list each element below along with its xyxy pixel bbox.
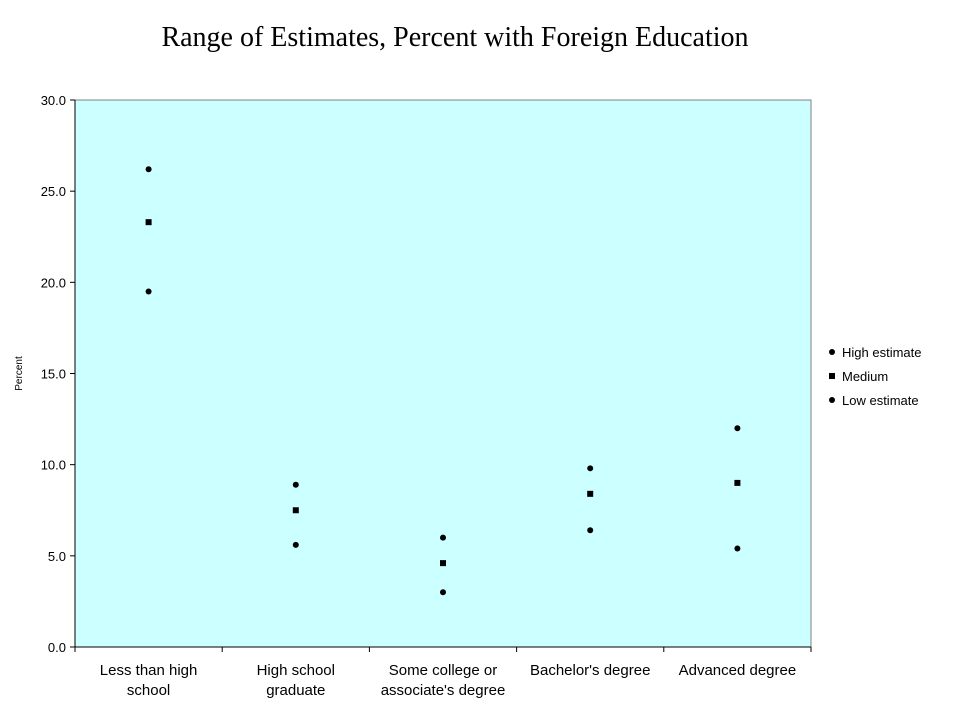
x-category-label: Bachelor's degree: [530, 662, 650, 679]
x-category-label: Less than high: [100, 662, 198, 679]
point-medium: [292, 507, 299, 514]
point-low-estimate: [587, 527, 594, 534]
point-medium: [440, 560, 446, 567]
y-tick-label: 10.0: [41, 458, 66, 473]
x-category-label: Some college or: [389, 662, 497, 679]
point-high-estimate: [440, 534, 446, 541]
x-category-label: school: [127, 682, 170, 699]
y-tick-label: 25.0: [41, 184, 66, 199]
point-high-estimate: [145, 166, 152, 173]
point-low-estimate: [292, 541, 299, 548]
point-medium: [734, 479, 741, 486]
y-tick-label: 5.0: [48, 549, 66, 564]
legend-label-low-estimate: Low estimate: [842, 393, 919, 408]
plot-area: [74, 99, 812, 648]
legend-label-medium: Medium: [842, 369, 888, 384]
legend-marker-medium: [829, 373, 835, 379]
y-axis-label: Percent: [14, 356, 25, 391]
x-category-label: graduate: [266, 682, 325, 699]
y-tick-label: 20.0: [41, 275, 66, 290]
legend-label-high-estimate: High estimate: [842, 345, 921, 360]
y-tick-label: 15.0: [41, 367, 66, 382]
y-tick-label: 30.0: [41, 93, 66, 108]
point-medium: [587, 490, 594, 497]
point-high-estimate: [734, 425, 741, 432]
point-low-estimate: [145, 288, 152, 295]
point-high-estimate: [292, 481, 299, 488]
point-low-estimate: [734, 545, 741, 552]
legend-marker-low-estimate: [829, 397, 835, 403]
legend-marker-high-estimate: [829, 349, 835, 355]
x-category-label: Advanced degree: [679, 662, 797, 679]
chart-title: Range of Estimates, Percent with Foreign…: [161, 22, 749, 53]
y-tick-label: 0.0: [48, 640, 66, 655]
point-high-estimate: [587, 465, 594, 472]
point-medium: [145, 219, 152, 226]
x-category-label: associate's degree: [381, 682, 506, 699]
point-low-estimate: [440, 589, 446, 596]
x-category-label: High school: [257, 662, 335, 679]
